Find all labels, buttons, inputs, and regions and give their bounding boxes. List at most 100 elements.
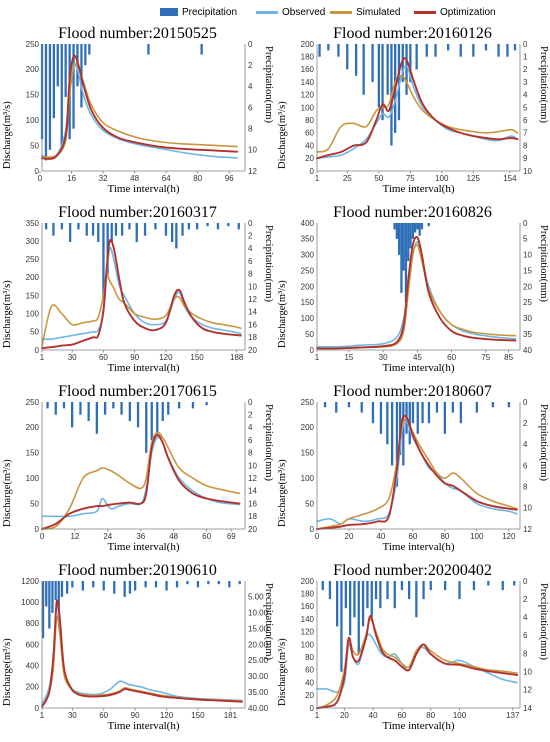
optimization-line bbox=[316, 414, 518, 530]
precipitation-bar bbox=[102, 581, 105, 591]
x-tick-label: 137 bbox=[506, 711, 520, 720]
precipitation-bar bbox=[379, 402, 383, 434]
x-axis-title: Time interval(h) bbox=[382, 362, 455, 374]
x-axis-title: Time interval(h) bbox=[107, 362, 180, 374]
y-tick-label: 50 bbox=[305, 499, 314, 508]
precipitation-bar bbox=[72, 44, 75, 129]
panel-title: Flood number:20190610 bbox=[58, 562, 217, 579]
precipitation-bar bbox=[237, 223, 240, 230]
y2-tick-label: 15 bbox=[523, 266, 532, 275]
precipitation-bar bbox=[66, 581, 69, 594]
chart-canvas: 0 200 400 600 800 1000 1200 5.00 10.00 15.00 20.00… bbox=[21, 577, 269, 720]
precipitation-bar bbox=[397, 44, 401, 121]
y-tick-label: 180 bbox=[301, 53, 315, 62]
precipitation-bar bbox=[420, 223, 424, 230]
precipitation-bar bbox=[87, 402, 90, 421]
precipitation-bar bbox=[164, 223, 168, 236]
y2-tick-label: 6 bbox=[523, 631, 528, 640]
precipitation-bar bbox=[110, 223, 113, 242]
y-tick-label: 140 bbox=[301, 615, 315, 624]
y-axis-title: Discharge(m³/s) bbox=[277, 459, 288, 527]
y2-tick-label: 2 bbox=[248, 411, 253, 420]
y2-axis-title: Precipitation(mm) bbox=[263, 583, 274, 660]
precipitation-bar bbox=[507, 402, 510, 408]
precipitation-bar bbox=[154, 223, 157, 230]
precipitation-bar bbox=[418, 223, 421, 236]
y2-tick-label: 40.00 bbox=[248, 704, 269, 713]
precipitation-bar bbox=[513, 44, 517, 51]
precipitation-bar bbox=[186, 581, 189, 585]
y2-tick-label: 1 bbox=[523, 53, 528, 62]
precipitation-bar bbox=[181, 223, 184, 236]
y-tick-label: 100 bbox=[26, 310, 40, 319]
precipitation-bar bbox=[344, 581, 347, 609]
precipitation-bar bbox=[56, 44, 59, 87]
y2-tick-label: 30 bbox=[523, 314, 532, 323]
precipitation-bar bbox=[360, 402, 363, 413]
y-tick-label: 250 bbox=[26, 40, 40, 49]
y-tick-label: 40 bbox=[305, 141, 314, 150]
precipitation-bar bbox=[395, 223, 398, 239]
y-tick-label: 150 bbox=[26, 291, 40, 300]
precipitation-bar bbox=[167, 402, 170, 415]
x-tick-label: 0 bbox=[315, 532, 320, 541]
y2-tick-label: 2 bbox=[523, 419, 528, 428]
precipitation-bar bbox=[60, 44, 63, 150]
x-tick-label: 60 bbox=[99, 353, 108, 362]
y2-tick-label: 10 bbox=[523, 504, 532, 513]
y-tick-label: 250 bbox=[26, 398, 40, 407]
precipitation-bar bbox=[79, 402, 82, 415]
precipitation-bar bbox=[381, 44, 384, 121]
x-tick-label: 20 bbox=[340, 711, 349, 720]
y-tick-label: 200 bbox=[301, 282, 315, 291]
x-tick-label: 90 bbox=[130, 353, 139, 362]
y2-tick-label: 4 bbox=[523, 613, 528, 622]
y2-tick-label: 12 bbox=[523, 686, 532, 695]
y-tick-label: 100 bbox=[301, 314, 315, 323]
observed-line bbox=[316, 421, 518, 525]
y-tick-label: 100 bbox=[301, 103, 315, 112]
precipitation-bar bbox=[227, 223, 230, 227]
precipitation-bar bbox=[81, 581, 84, 591]
simulated-line bbox=[316, 244, 517, 350]
y-tick-label: 60 bbox=[305, 666, 314, 675]
precipitation-bar bbox=[501, 581, 504, 591]
precipitation-bar bbox=[207, 581, 210, 585]
y2-axis-title: Precipitation(mm) bbox=[538, 225, 549, 302]
precipitation-bar bbox=[340, 581, 343, 672]
optimization-line bbox=[41, 54, 239, 160]
panel-title: Flood number:20160317 bbox=[58, 204, 217, 221]
precipitation-bar bbox=[84, 44, 87, 66]
precipitation-bar bbox=[407, 223, 410, 262]
simulated-line bbox=[41, 272, 242, 348]
x-tick-label: 80 bbox=[426, 711, 435, 720]
y-tick-label: 150 bbox=[26, 91, 40, 100]
y2-tick-label: 8 bbox=[523, 649, 528, 658]
y2-axis-title: Precipitation(mm) bbox=[538, 583, 549, 660]
precipitation-bar bbox=[60, 581, 64, 597]
precipitation-bar bbox=[401, 44, 404, 83]
legend-label: Precipitation bbox=[182, 6, 238, 18]
precipitation-bar bbox=[328, 581, 332, 600]
precipitation-bar bbox=[422, 581, 425, 600]
hydrograph-panel: Flood number:20160826 0 50 100 150 200 250 300 3… bbox=[275, 203, 550, 382]
precipitation-bar bbox=[134, 581, 137, 591]
observed-line bbox=[41, 436, 241, 518]
precipitation-bar bbox=[57, 581, 60, 620]
precipitation-bar bbox=[41, 581, 45, 639]
precipitation-bar bbox=[64, 44, 67, 97]
panel-title: Flood number:20160826 bbox=[333, 204, 492, 221]
x-axis-title: Time interval(h) bbox=[382, 720, 455, 732]
precipitation-bar bbox=[513, 581, 516, 586]
x-tick-label: 120 bbox=[502, 532, 516, 541]
legend-swatch-observed bbox=[256, 10, 278, 14]
y-tick-label: 250 bbox=[301, 266, 315, 275]
y-tick-label: 400 bbox=[26, 662, 40, 671]
x-tick-label: 75 bbox=[481, 353, 490, 362]
y2-tick-label: 3 bbox=[523, 78, 528, 87]
precipitation-bar bbox=[379, 581, 382, 609]
legend-item-precipitation: Precipitation bbox=[160, 5, 237, 19]
panel-title: Flood number:20170615 bbox=[58, 383, 217, 400]
x-tick-label: 30 bbox=[379, 353, 388, 362]
